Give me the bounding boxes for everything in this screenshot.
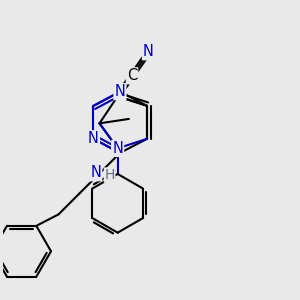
Text: N: N [143, 44, 154, 59]
Text: C: C [127, 68, 137, 83]
Text: N: N [115, 84, 125, 99]
Text: N: N [90, 165, 101, 180]
Text: N: N [88, 131, 99, 146]
Text: N: N [112, 141, 123, 156]
Text: H: H [104, 168, 115, 182]
